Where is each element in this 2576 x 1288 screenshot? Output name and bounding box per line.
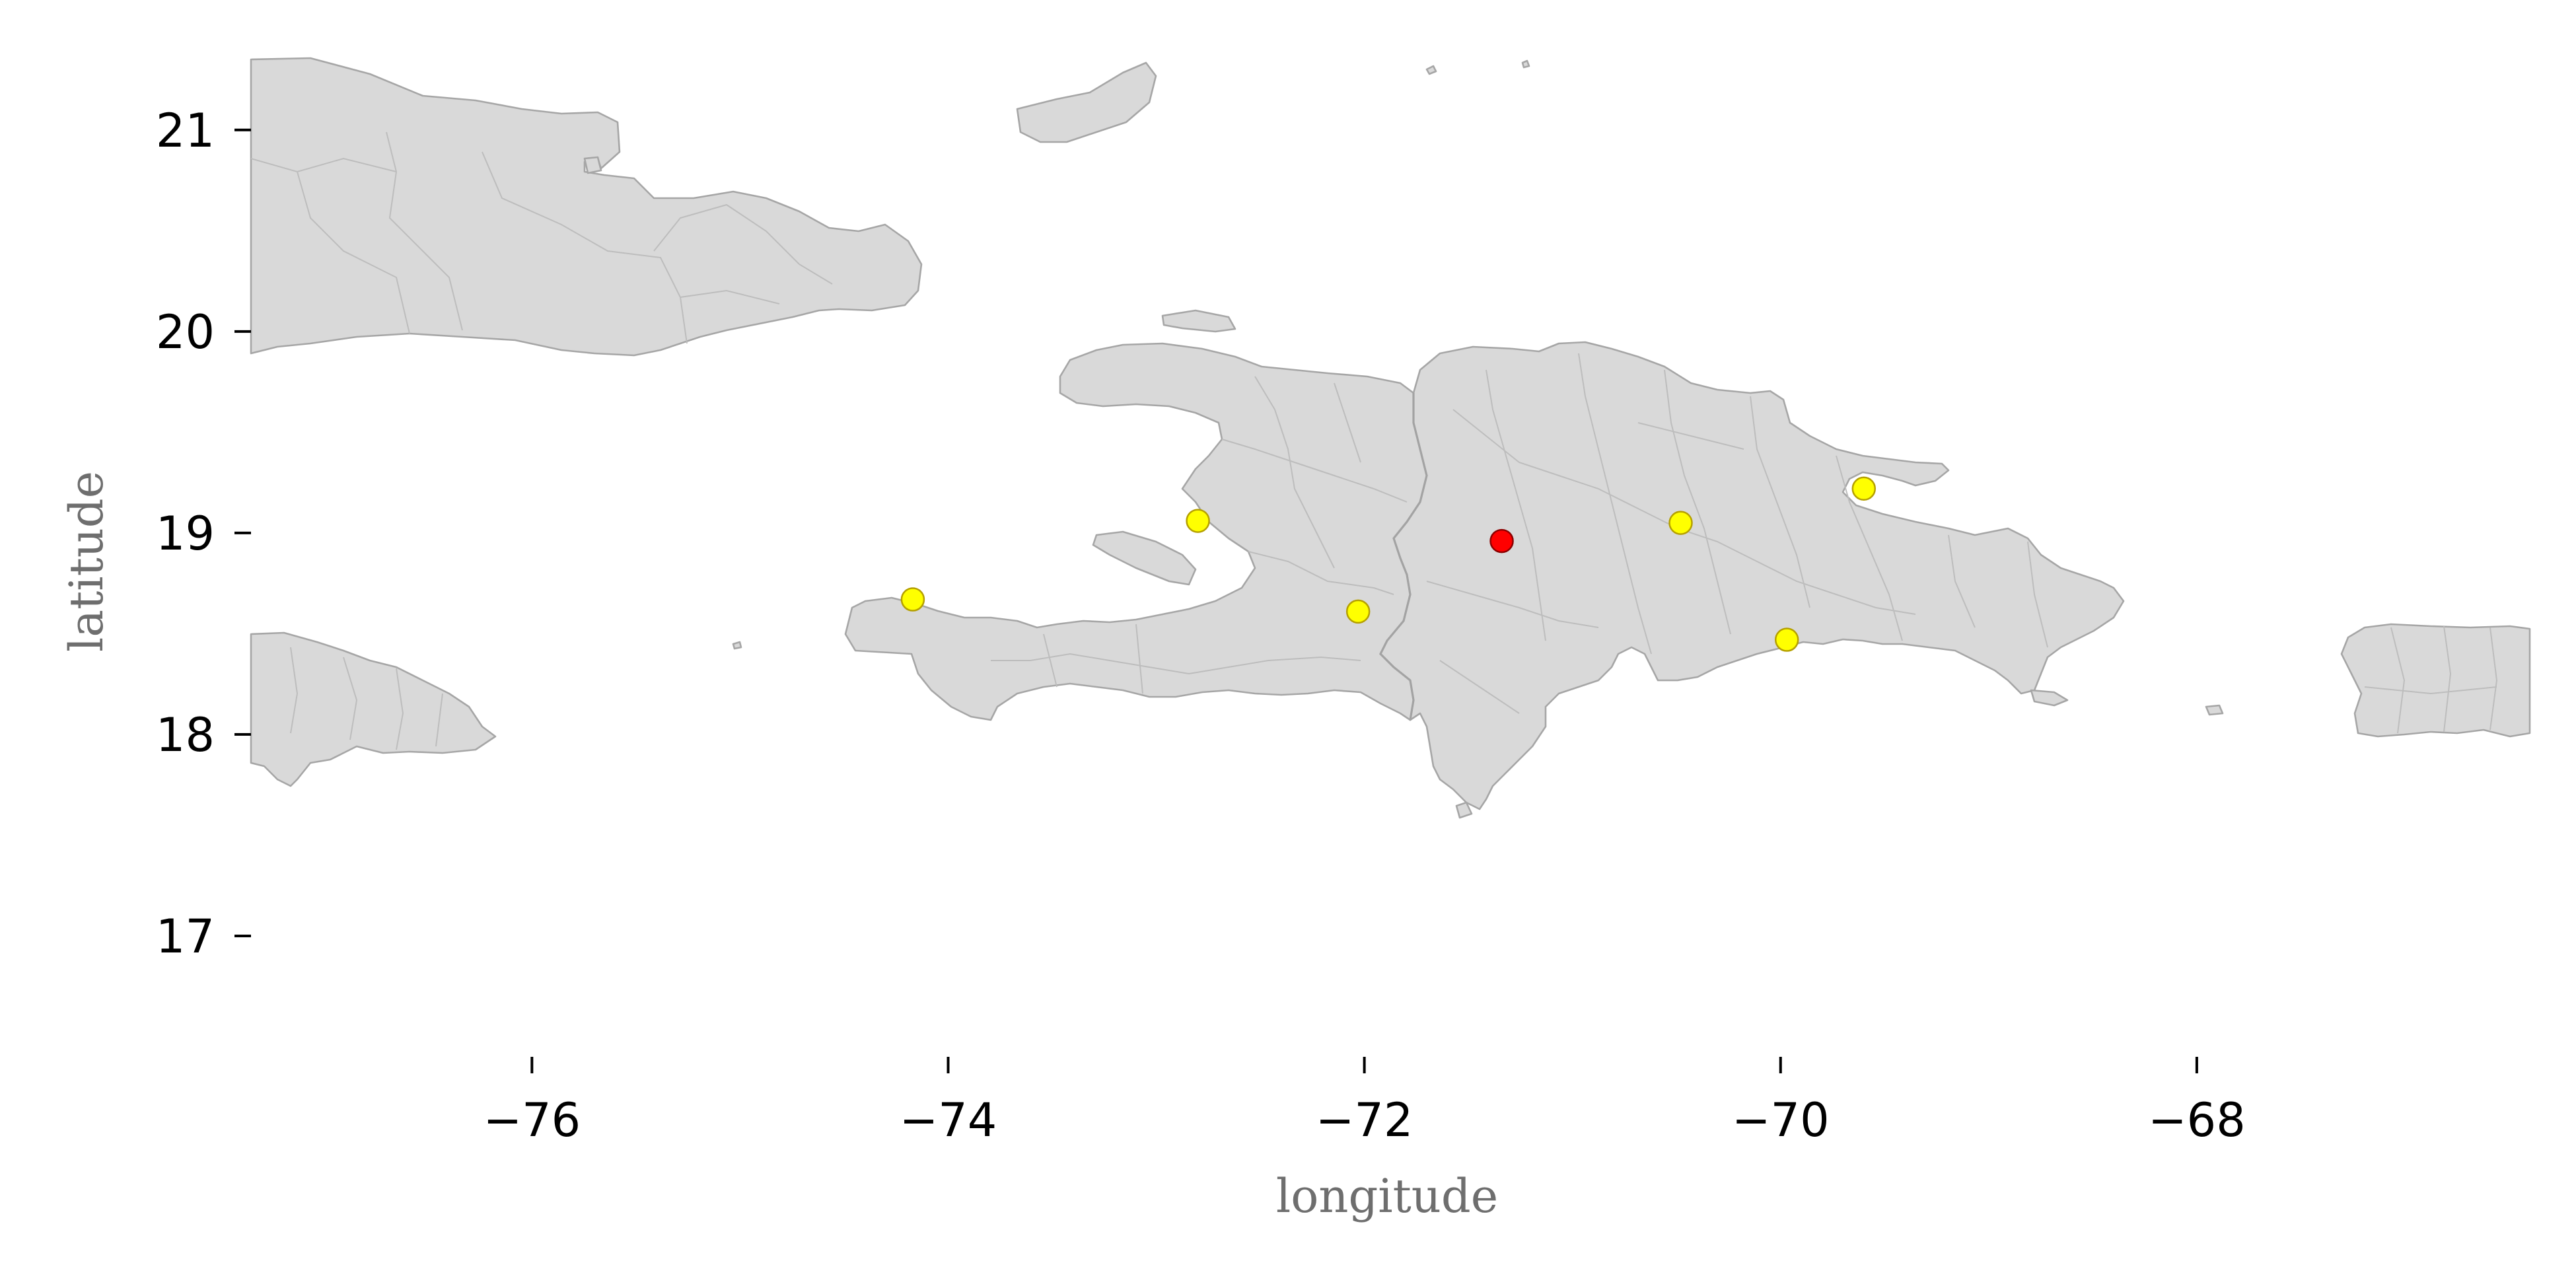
jamaica-admin-lines <box>290 647 443 750</box>
location-point <box>1186 509 1210 533</box>
cuba-landmass <box>250 57 923 357</box>
islet <box>2205 704 2224 716</box>
haiti-dr-border <box>1379 393 1428 721</box>
location-point <box>1851 476 1877 501</box>
y-tick-label: 20 <box>156 305 215 359</box>
puerto-rico-admin-lines <box>2364 626 2498 734</box>
y-tick-label: 21 <box>156 104 215 158</box>
cuba-admin-lines <box>250 131 833 344</box>
x-tick-label: −68 <box>2148 1093 2246 1147</box>
tortuga-island <box>1161 309 1236 333</box>
location-point <box>1345 599 1371 624</box>
location-point <box>1668 511 1693 535</box>
puerto-rico-landmass <box>2340 623 2531 738</box>
location-point <box>1774 627 1799 652</box>
dominican-republic-landmass <box>1379 341 2125 810</box>
x-tick-label: −74 <box>900 1093 997 1147</box>
y-axis: 17 18 19 20 21 <box>156 104 251 964</box>
islet <box>1521 59 1530 69</box>
cuba-islet <box>583 156 602 174</box>
location-point <box>900 587 925 612</box>
y-tick-label: 19 <box>156 507 215 561</box>
points-layer <box>900 476 1877 652</box>
highlight-point <box>1489 528 1514 554</box>
y-tick-label: 18 <box>156 708 215 762</box>
beata-island <box>1455 801 1473 819</box>
jamaica-landmass <box>250 631 497 787</box>
haiti-admin-lines <box>991 376 1408 694</box>
islet <box>732 641 742 650</box>
great-inagua-island <box>1016 61 1157 143</box>
islet <box>1425 65 1437 75</box>
x-tick-label: −72 <box>1316 1093 1413 1147</box>
saona-island <box>2030 689 2069 707</box>
gonave-island <box>1092 530 1197 586</box>
x-axis: −76 −74 −72 −70 −68 <box>483 1057 2246 1147</box>
y-axis-title: latitude <box>59 471 114 652</box>
y-tick-label: 17 <box>156 910 215 964</box>
x-tick-label: −76 <box>483 1093 581 1147</box>
x-tick-label: −70 <box>1732 1093 1830 1147</box>
basemap-layer <box>250 57 2531 819</box>
x-axis-title: longitude <box>1276 1169 1498 1223</box>
